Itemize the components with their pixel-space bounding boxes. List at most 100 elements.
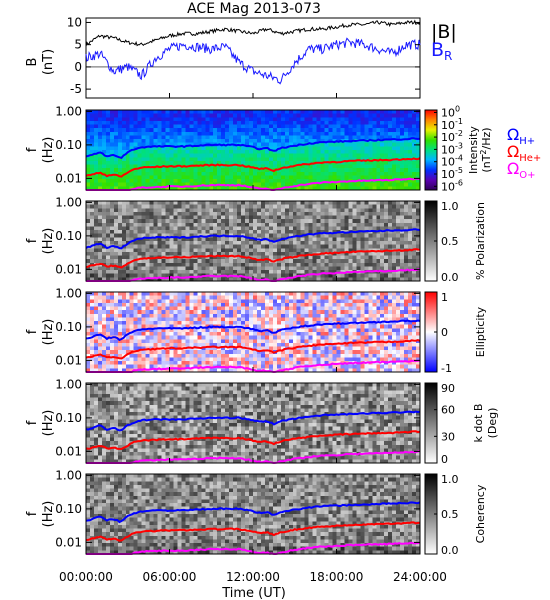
field-ylabel: B [25, 58, 40, 67]
colorbar-tick-label: 0.0 [441, 544, 459, 557]
colorbar-tick-label: 0.5 [441, 235, 459, 248]
colorbar-label: Intensity [467, 126, 480, 174]
colorbar-tick-label: 90 [441, 382, 455, 395]
y-tick-label: 1.00 [55, 468, 82, 482]
colorbar-label: Coherency [474, 484, 487, 543]
colorbar-tick-label: 100 [441, 104, 460, 119]
x-tick-label: 00:00:00 [59, 570, 113, 584]
colorbar-tick-label: 10-4 [441, 154, 463, 169]
y-tick-label: 0.10 [55, 411, 82, 425]
y-tick-label: 0.01 [55, 353, 82, 367]
spectral-panels: 0.010.101.00f (Hz)10010-110-210-310-410-5… [25, 104, 499, 557]
gyro-legend: ΩH+ ΩHe+ ΩO+ [507, 125, 541, 181]
series-line-B [85, 19, 421, 47]
y-axis-label: f [25, 511, 40, 516]
y-tick-label: 1.00 [55, 377, 82, 391]
y-tick-label: 0.10 [55, 138, 82, 152]
gyro-line-H [85, 137, 421, 160]
colorbar-tick-label: 60 [441, 404, 455, 417]
colorbar-label-unit: (nT2/Hz) [479, 127, 493, 172]
time-axis-label: Time (UT) [221, 586, 286, 600]
gyro-line-He [85, 521, 420, 542]
y-tick-label: 0.10 [55, 320, 82, 334]
gyro-line-He [85, 248, 421, 269]
y-tick-label: 0.01 [55, 262, 82, 276]
colorbar [424, 109, 438, 191]
y-axis-unit: (Hz) [41, 137, 56, 164]
y-tick-label: 0 [74, 60, 82, 74]
x-tick-label: 24:00:00 [393, 570, 447, 584]
polarization-panel: 0.01 0.10 1.00 f (Hz) 0.0 0.5 1.0 % Polarization [25, 195, 487, 284]
intensity-panel: 0.01 0.10 1.00 f (Hz) 10010-110-210-310-410-5… [25, 104, 493, 193]
field-y-ticks: -5 0 5 10 [67, 15, 421, 98]
colorbar-tick-label: 10-1 [441, 117, 463, 132]
legend-B: |B| [431, 21, 457, 43]
gyro-line-He [85, 339, 421, 360]
gyro-line-He [85, 157, 421, 178]
y-tick-label: 10 [67, 15, 82, 29]
colorbar-tick-label: 10-3 [441, 141, 463, 156]
field-lines [85, 19, 421, 85]
y-tick-label: 0.01 [55, 444, 82, 458]
gyro-line-H [85, 501, 421, 524]
colorbar-tick-label: 10-2 [441, 129, 463, 144]
y-tick-label: 0.01 [55, 171, 82, 185]
gyro-line-H [85, 410, 421, 432]
polarization-spectrogram [86, 201, 421, 282]
chart-title: ACE Mag 2013-073 [187, 1, 321, 17]
x-tick-label: 06:00:00 [143, 570, 197, 584]
ellipticity-panel: 0.01 0.10 1.00 f (Hz) -1 0 1 Ellipticity [25, 286, 487, 375]
y-tick-label: 0.10 [55, 229, 82, 243]
gyro-line-H [85, 319, 421, 342]
kdotb-panel: 0.01 0.10 1.00 f (Hz) 0 30 60 90 k dot B (Deg) [25, 377, 499, 466]
y-axis-label: f [25, 329, 40, 334]
y-tick-label: 1.00 [55, 195, 82, 209]
legend-BR: BR [431, 39, 452, 63]
y-axis-unit: (Hz) [41, 410, 56, 437]
series-line-BR [85, 37, 421, 85]
gyro-line-H [85, 228, 421, 250]
intensity-spectrogram [86, 110, 421, 191]
colorbar-tick-label: 1.0 [441, 473, 459, 486]
legend-omega-He: ΩHe+ [507, 142, 541, 164]
colorbar-tick-label: 10-5 [441, 166, 463, 181]
y-axis-unit: (Hz) [41, 501, 56, 528]
y-tick-label: 1.00 [55, 104, 82, 118]
x-tick-label: 12:00:00 [226, 570, 280, 584]
colorbar-tick-label: 0.0 [441, 271, 459, 284]
y-tick-label: 0.01 [55, 535, 82, 549]
legend-omega-H: ΩH+ [507, 125, 535, 147]
y-axis-unit: (Hz) [41, 228, 56, 255]
colorbar-tick-label: -1 [441, 362, 452, 375]
y-tick-label: -5 [70, 82, 82, 96]
field-panel: -5 0 5 10 B (nT) |B| BR [25, 15, 457, 99]
y-tick-label: 0.10 [55, 502, 82, 516]
y-axis-unit: (Hz) [41, 319, 56, 346]
coherency-spectrogram [86, 474, 421, 555]
y-axis-label: f [25, 238, 40, 243]
ellipticity-spectrogram [86, 292, 421, 373]
colorbar-tick-label: 0 [441, 453, 448, 466]
y-axis-label: f [25, 147, 40, 152]
x-tick-label: 18:00:00 [310, 570, 364, 584]
gyro-line-He [85, 430, 421, 451]
colorbar-tick-label: 0 [441, 326, 448, 339]
y-axis-label: f [25, 420, 40, 425]
field-ylabel-unit: (nT) [41, 49, 56, 75]
colorbar-tick-label: 10-6 [441, 178, 463, 193]
time-tick-labels: 00:00:00 06:00:00 12:00:00 18:00:00 24:00:00 [59, 570, 447, 584]
colorbar-tick-label: 1.0 [441, 200, 459, 213]
coherency-panel: 0.01 0.10 1.00 f (Hz) 0.0 0.5 1.0 Coherency [25, 468, 487, 557]
legend-omega-O: ΩO+ [507, 159, 535, 181]
colorbar-tick-label: 0.5 [441, 508, 459, 521]
colorbar [424, 382, 438, 464]
colorbar-label: k dot B [472, 404, 485, 443]
colorbar-label-unit: (Deg) [486, 408, 499, 439]
y-tick-label: 1.00 [55, 286, 82, 300]
colorbar-label: Ellipticity [474, 306, 487, 357]
colorbar-tick-label: 1 [441, 291, 448, 304]
colorbar-label: % Polarization [474, 202, 487, 280]
colorbar-tick-label: 30 [441, 430, 455, 443]
y-tick-label: 5 [74, 38, 82, 52]
